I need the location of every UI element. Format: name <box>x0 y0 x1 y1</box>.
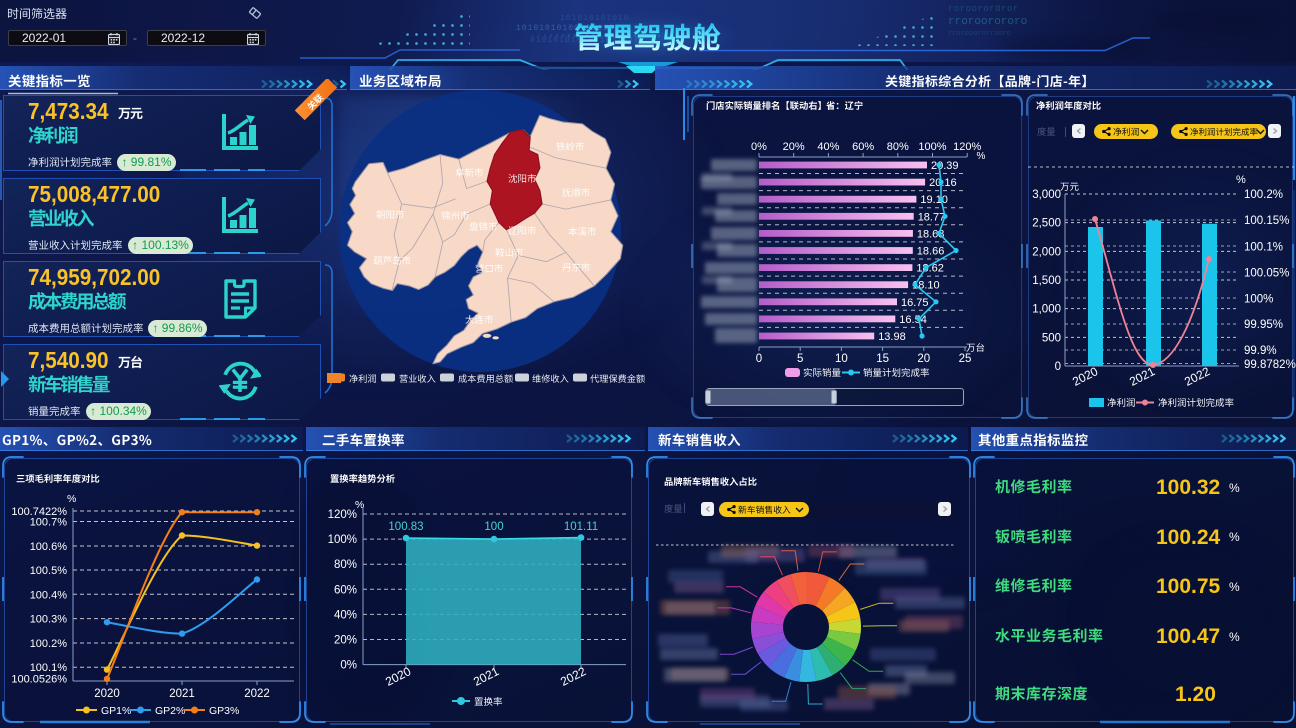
svg-text:5: 5 <box>797 353 803 365</box>
svg-text:2022: 2022 <box>1182 364 1212 389</box>
svg-text:2,500: 2,500 <box>1032 218 1061 230</box>
svg-text:0%: 0% <box>340 660 357 672</box>
svg-text:2,000: 2,000 <box>1032 246 1061 258</box>
svg-text:GP1%: GP1% <box>101 705 131 717</box>
svg-text:100.2%: 100.2% <box>30 638 68 650</box>
svg-text:100.3%: 100.3% <box>30 614 68 626</box>
svg-text:20.39: 20.39 <box>931 160 959 172</box>
svg-text:100.1%: 100.1% <box>30 662 68 674</box>
svg-text:0: 0 <box>1055 361 1061 373</box>
svg-text:100.83: 100.83 <box>388 521 423 533</box>
svg-text:GP2%: GP2% <box>155 705 185 717</box>
svg-text:15: 15 <box>876 353 889 365</box>
svg-text:99.9%: 99.9% <box>1244 345 1277 357</box>
svg-text:2022: 2022 <box>558 664 588 689</box>
svg-text:60%: 60% <box>334 584 357 596</box>
svg-text:3,000: 3,000 <box>1032 189 1061 201</box>
svg-text:99.95%: 99.95% <box>1244 319 1283 331</box>
svg-text:2020: 2020 <box>1070 364 1100 389</box>
svg-text:2021: 2021 <box>169 688 195 700</box>
svg-text:80%: 80% <box>334 559 357 571</box>
svg-text:%: % <box>977 151 986 162</box>
svg-text:20%: 20% <box>783 141 805 153</box>
svg-text:0%: 0% <box>751 141 767 153</box>
svg-text:100%: 100% <box>328 534 357 546</box>
svg-text:20%: 20% <box>334 635 357 647</box>
svg-text:0: 0 <box>756 353 762 365</box>
svg-text:120%: 120% <box>953 141 981 153</box>
svg-text:100.0526%: 100.0526% <box>11 674 67 686</box>
svg-text:100.5%: 100.5% <box>30 565 68 577</box>
svg-text:16.75: 16.75 <box>901 297 929 309</box>
svg-text:100.7422%: 100.7422% <box>11 506 67 518</box>
svg-text:100%: 100% <box>1244 293 1273 305</box>
svg-text:1,500: 1,500 <box>1032 275 1061 287</box>
svg-text:100.1%: 100.1% <box>1244 242 1283 254</box>
svg-text:10: 10 <box>835 353 848 365</box>
svg-text:2020: 2020 <box>383 664 413 689</box>
svg-text:101.11: 101.11 <box>564 521 598 533</box>
svg-text:18.66: 18.66 <box>917 246 945 258</box>
svg-text:40%: 40% <box>817 141 839 153</box>
svg-text:18.77: 18.77 <box>918 211 946 223</box>
svg-text:20: 20 <box>917 353 930 365</box>
svg-text:2021: 2021 <box>471 664 501 689</box>
svg-text:100.4%: 100.4% <box>30 589 68 601</box>
svg-text:100.6%: 100.6% <box>30 541 68 553</box>
svg-text:GP3%: GP3% <box>209 705 239 717</box>
svg-text:500: 500 <box>1042 332 1061 344</box>
svg-text:25: 25 <box>959 353 972 365</box>
svg-text:40%: 40% <box>334 609 357 621</box>
svg-text:%: % <box>1236 174 1246 186</box>
svg-text:80%: 80% <box>887 141 909 153</box>
svg-text:100: 100 <box>484 521 503 533</box>
svg-text:100.2%: 100.2% <box>1244 189 1283 201</box>
svg-text:2022: 2022 <box>244 688 270 700</box>
svg-text:%: % <box>355 499 364 511</box>
svg-text:19.10: 19.10 <box>920 194 948 206</box>
svg-text:2020: 2020 <box>94 688 120 700</box>
svg-text:100.7%: 100.7% <box>30 517 68 529</box>
svg-text:100%: 100% <box>918 141 946 153</box>
svg-text:100.15%: 100.15% <box>1244 215 1289 227</box>
svg-text:1,000: 1,000 <box>1032 304 1061 316</box>
svg-text:60%: 60% <box>852 141 874 153</box>
svg-text:%: % <box>67 493 76 505</box>
svg-text:120%: 120% <box>328 509 357 521</box>
svg-text:13.98: 13.98 <box>878 331 906 343</box>
svg-text:99.8782%: 99.8782% <box>1244 359 1296 371</box>
svg-text:100.05%: 100.05% <box>1244 268 1289 280</box>
